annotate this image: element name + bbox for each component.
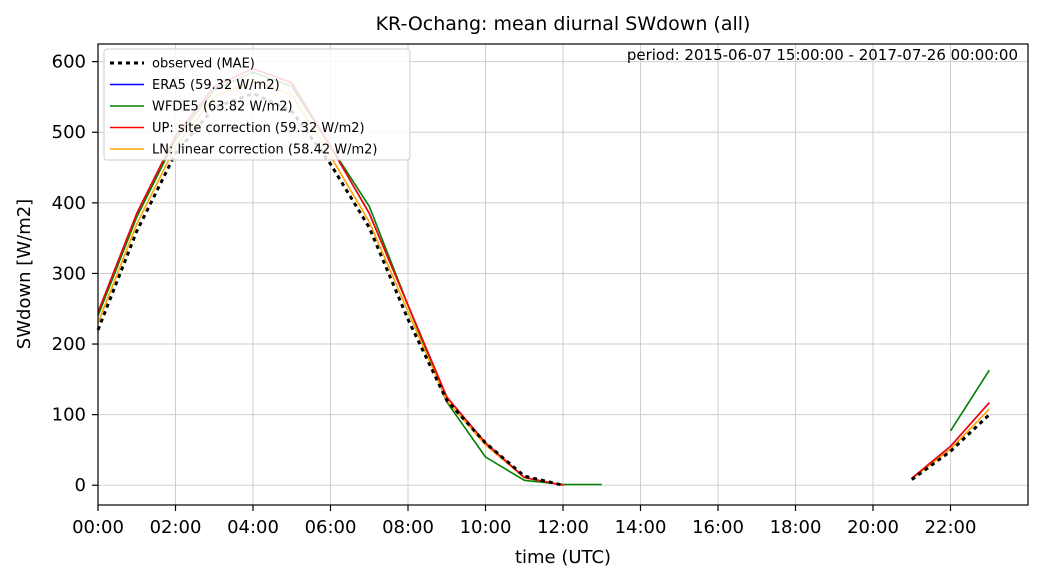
legend-box <box>103 48 411 161</box>
x-tick-label: 16:00 <box>692 517 744 538</box>
x-tick-label: 06:00 <box>305 517 357 538</box>
y-axis-label: SWdown [W/m2] <box>14 199 35 349</box>
x-tick-label: 22:00 <box>925 517 977 538</box>
x-tick-label: 00:00 <box>72 517 124 538</box>
x-tick-label: 02:00 <box>150 517 202 538</box>
y-tick-label: 600 <box>52 52 86 73</box>
series-line-up-site-correction-59-32-w-m2 <box>911 402 990 479</box>
series-line-wfde5-63-82-w-m2 <box>949 369 990 432</box>
y-tick-label: 0 <box>75 475 86 496</box>
series-line-observed-mae <box>910 413 991 481</box>
axis-ticks: 00:00 02:00 04:00 06:00 08:00 10:00 12:00 14:00… <box>52 52 977 538</box>
legend-label: WFDE5 (63.82 W/m2) <box>152 100 293 115</box>
y-tick-label: 300 <box>52 263 86 284</box>
legend-label: LN: linear correction (58.42 W/m2) <box>152 143 378 158</box>
y-tick-label: 500 <box>52 122 86 143</box>
y-tick-label: 200 <box>52 334 86 355</box>
y-tick-label: 400 <box>52 193 86 214</box>
x-tick-label: 08:00 <box>382 517 434 538</box>
x-tick-label: 12:00 <box>537 517 589 538</box>
chart-title: KR-Ochang: mean diurnal SWdown (all) <box>376 13 751 35</box>
legend-label: observed (MAE) <box>152 57 255 72</box>
x-tick-label: 14:00 <box>615 517 667 538</box>
y-tick-label: 100 <box>52 405 86 426</box>
legend-label: ERA5 (59.32 W/m2) <box>152 78 280 93</box>
x-tick-label: 10:00 <box>460 517 512 538</box>
x-tick-label: 18:00 <box>770 517 822 538</box>
x-tick-label: 04:00 <box>227 517 279 538</box>
x-axis-label: time (UTC) <box>515 547 611 568</box>
period-annotation: period: 2015-06-07 15:00:00 - 2017-07-26… <box>627 46 1018 64</box>
x-tick-label: 20:00 <box>847 517 899 538</box>
legend: observed (MAE) ERA5 (59.32 W/m2) WFDE5 (63… <box>103 48 411 161</box>
legend-label: UP: site correction (59.32 W/m2) <box>152 121 365 136</box>
